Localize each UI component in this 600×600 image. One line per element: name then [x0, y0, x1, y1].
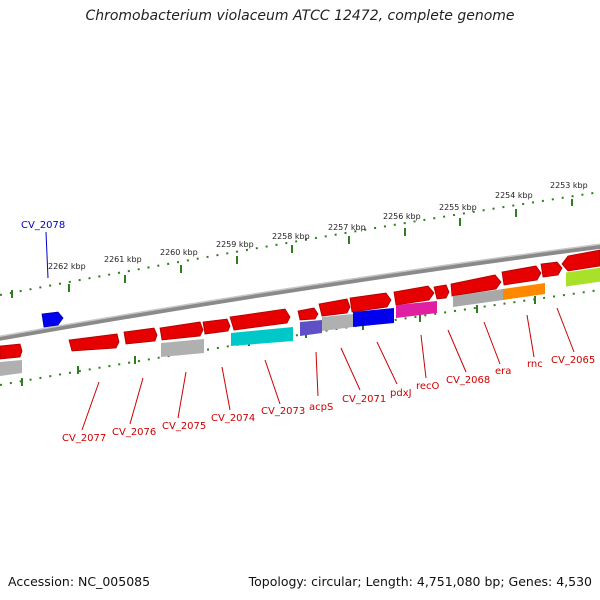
tick-label: 2254 kbp [495, 191, 533, 200]
gene-label[interactable]: CV_2065 [551, 355, 595, 366]
gene-label[interactable]: CV_2074 [211, 413, 255, 424]
tick-label: 2258 kbp [272, 232, 310, 241]
map-title: Chromobacterium violaceum ATCC 12472, co… [85, 8, 515, 24]
gene-arrow[interactable] [159, 321, 204, 341]
gene-label[interactable]: CV_2071 [342, 394, 386, 405]
gene-label[interactable]: acpS [309, 402, 333, 413]
tick-label: 2259 kbp [216, 240, 254, 249]
gene-label[interactable]: CV_2076 [112, 427, 156, 438]
gene-label[interactable]: CV_2073 [261, 406, 305, 417]
gene-arrow[interactable] [202, 318, 231, 335]
tick-label: 2253 kbp [550, 181, 588, 190]
gene-arrow[interactable] [393, 285, 435, 306]
gene-label[interactable]: CV_2077 [62, 433, 106, 444]
gene-label[interactable]: era [495, 366, 511, 377]
gene-arrow[interactable] [540, 261, 563, 278]
gene-arrow[interactable] [450, 274, 502, 297]
gene-arrow[interactable] [41, 311, 64, 328]
tick-label: 2261 kbp [104, 255, 142, 264]
gene-label[interactable]: pdxJ [390, 388, 412, 399]
gene-arrow[interactable] [318, 298, 351, 317]
gene-label[interactable]: CV_2075 [162, 421, 206, 432]
gene-label[interactable]: CV_2078 [21, 220, 65, 231]
genome-backbone [0, 243, 600, 341]
tick-label: 2256 kbp [383, 212, 421, 221]
gene-label[interactable]: rnc [527, 359, 543, 370]
genome-summary-text: Topology: circular; Length: 4,751,080 bp… [248, 574, 592, 589]
gene-arrow[interactable] [123, 327, 158, 345]
gene-arrow[interactable] [297, 307, 319, 321]
forward-genes [0, 249, 600, 360]
tick-label: 2255 kbp [439, 203, 477, 212]
tick-label: 2257 kbp [328, 223, 366, 232]
gene-arrow[interactable] [349, 292, 392, 313]
gene-arrow[interactable] [433, 284, 450, 300]
accession-text: Accession: NC_005085 [8, 574, 151, 589]
gene-arrow[interactable] [561, 249, 600, 272]
gene-arrow[interactable] [229, 308, 291, 331]
gene-label[interactable]: recO [416, 381, 440, 392]
gene-arrow[interactable] [501, 265, 542, 286]
category-bars [0, 267, 600, 376]
gene-arrow[interactable] [0, 343, 23, 360]
gene-label[interactable]: CV_2068 [446, 375, 490, 386]
tick-label: 2262 kbp [48, 262, 86, 271]
gene-arrow[interactable] [68, 333, 120, 352]
tick-label: 2260 kbp [160, 248, 198, 257]
